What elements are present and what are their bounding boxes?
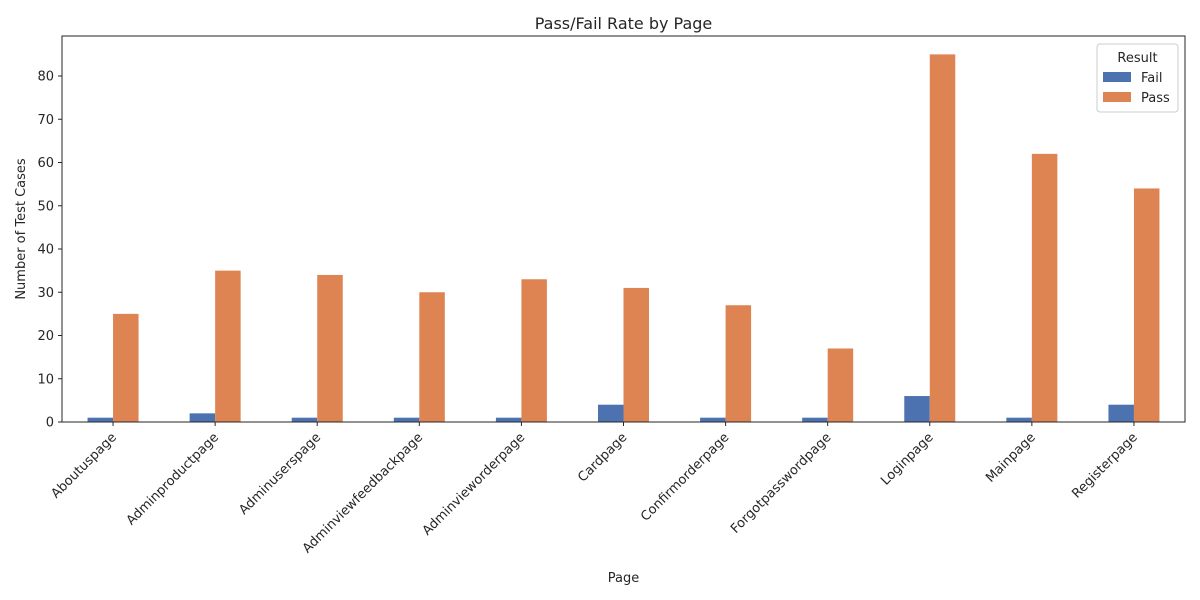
x-tick-label: Cardpage xyxy=(575,430,630,485)
bar-fail-cardpage xyxy=(598,404,624,422)
x-axis-title: Page xyxy=(608,571,639,586)
y-tick-label: 40 xyxy=(37,243,54,258)
bar-pass-mainpage xyxy=(1031,153,1058,422)
bar-fail-aboutuspage xyxy=(87,417,114,422)
bar-fail-adminproductpage xyxy=(189,413,216,422)
bar-pass-loginpage xyxy=(929,54,956,422)
y-tick-label: 80 xyxy=(37,70,54,85)
x-tick-label: Adminproductpage xyxy=(124,430,222,528)
x-tick-label: Confirmorderpage xyxy=(638,430,732,524)
y-tick-label: 30 xyxy=(37,286,54,301)
y-tick-label: 0 xyxy=(46,416,54,431)
bar-pass-confirmorderpage xyxy=(725,305,752,422)
x-tick-label: Forgotpasswordpage xyxy=(728,430,834,536)
x-tick-label: Adminviewfeedbackpage xyxy=(300,430,426,556)
legend-swatch-pass xyxy=(1103,92,1131,102)
x-tick-label: Loginpage xyxy=(878,430,936,488)
bar-pass-adminvieworderpage xyxy=(521,279,547,422)
x-tick-label: Aboutuspage xyxy=(49,430,120,501)
y-axis-title: Number of Test Cases xyxy=(14,158,29,300)
legend-label-pass: Pass xyxy=(1141,91,1170,106)
x-tick-label: Mainpage xyxy=(983,430,1039,486)
bar-pass-cardpage xyxy=(623,287,649,422)
y-tick-label: 20 xyxy=(37,329,54,344)
bar-fail-adminuserspage xyxy=(291,417,318,422)
bar-fail-adminvieworderpage xyxy=(495,417,522,422)
bar-pass-registerpage xyxy=(1133,188,1160,422)
bar-fail-loginpage xyxy=(904,396,930,422)
y-axis-ticks: 0 10 20 30 40 50 60 70 80 xyxy=(37,70,62,431)
plot-frame xyxy=(61,35,1186,423)
x-tick-label: Adminvieworderpage xyxy=(420,430,529,539)
legend: Result Fail Pass xyxy=(1096,43,1179,113)
y-tick-label: 60 xyxy=(37,156,54,171)
y-tick-label: 50 xyxy=(37,199,54,214)
y-tick-label: 10 xyxy=(37,372,54,387)
bar-pass-forgotpasswordpage xyxy=(827,348,854,422)
legend-swatch-fail xyxy=(1103,72,1131,82)
bars-group xyxy=(87,54,1160,422)
bar-fail-adminviewfeedbackpage xyxy=(393,417,420,422)
legend-items: Fail Pass xyxy=(1103,71,1170,106)
legend-label-fail: Fail xyxy=(1141,71,1162,86)
bar-pass-aboutuspage xyxy=(113,313,139,422)
y-tick-label: 70 xyxy=(37,113,54,128)
x-tick-label: Adminuserspage xyxy=(236,430,324,518)
bar-pass-adminviewfeedbackpage xyxy=(419,292,445,422)
bar-fail-mainpage xyxy=(1006,417,1032,422)
bar-fail-registerpage xyxy=(1108,404,1134,422)
bar-pass-adminuserspage xyxy=(317,274,343,422)
bar-pass-adminproductpage xyxy=(215,270,241,422)
bar-fail-forgotpasswordpage xyxy=(802,417,828,422)
x-axis-ticks: Aboutuspage Adminproductpage Adminuserspag… xyxy=(49,422,1141,556)
bar-fail-confirmorderpage xyxy=(700,417,726,422)
x-tick-label: Registerpage xyxy=(1069,430,1140,501)
chart-title: Pass/Fail Rate by Page xyxy=(535,14,713,33)
legend-title: Result xyxy=(1117,51,1157,66)
